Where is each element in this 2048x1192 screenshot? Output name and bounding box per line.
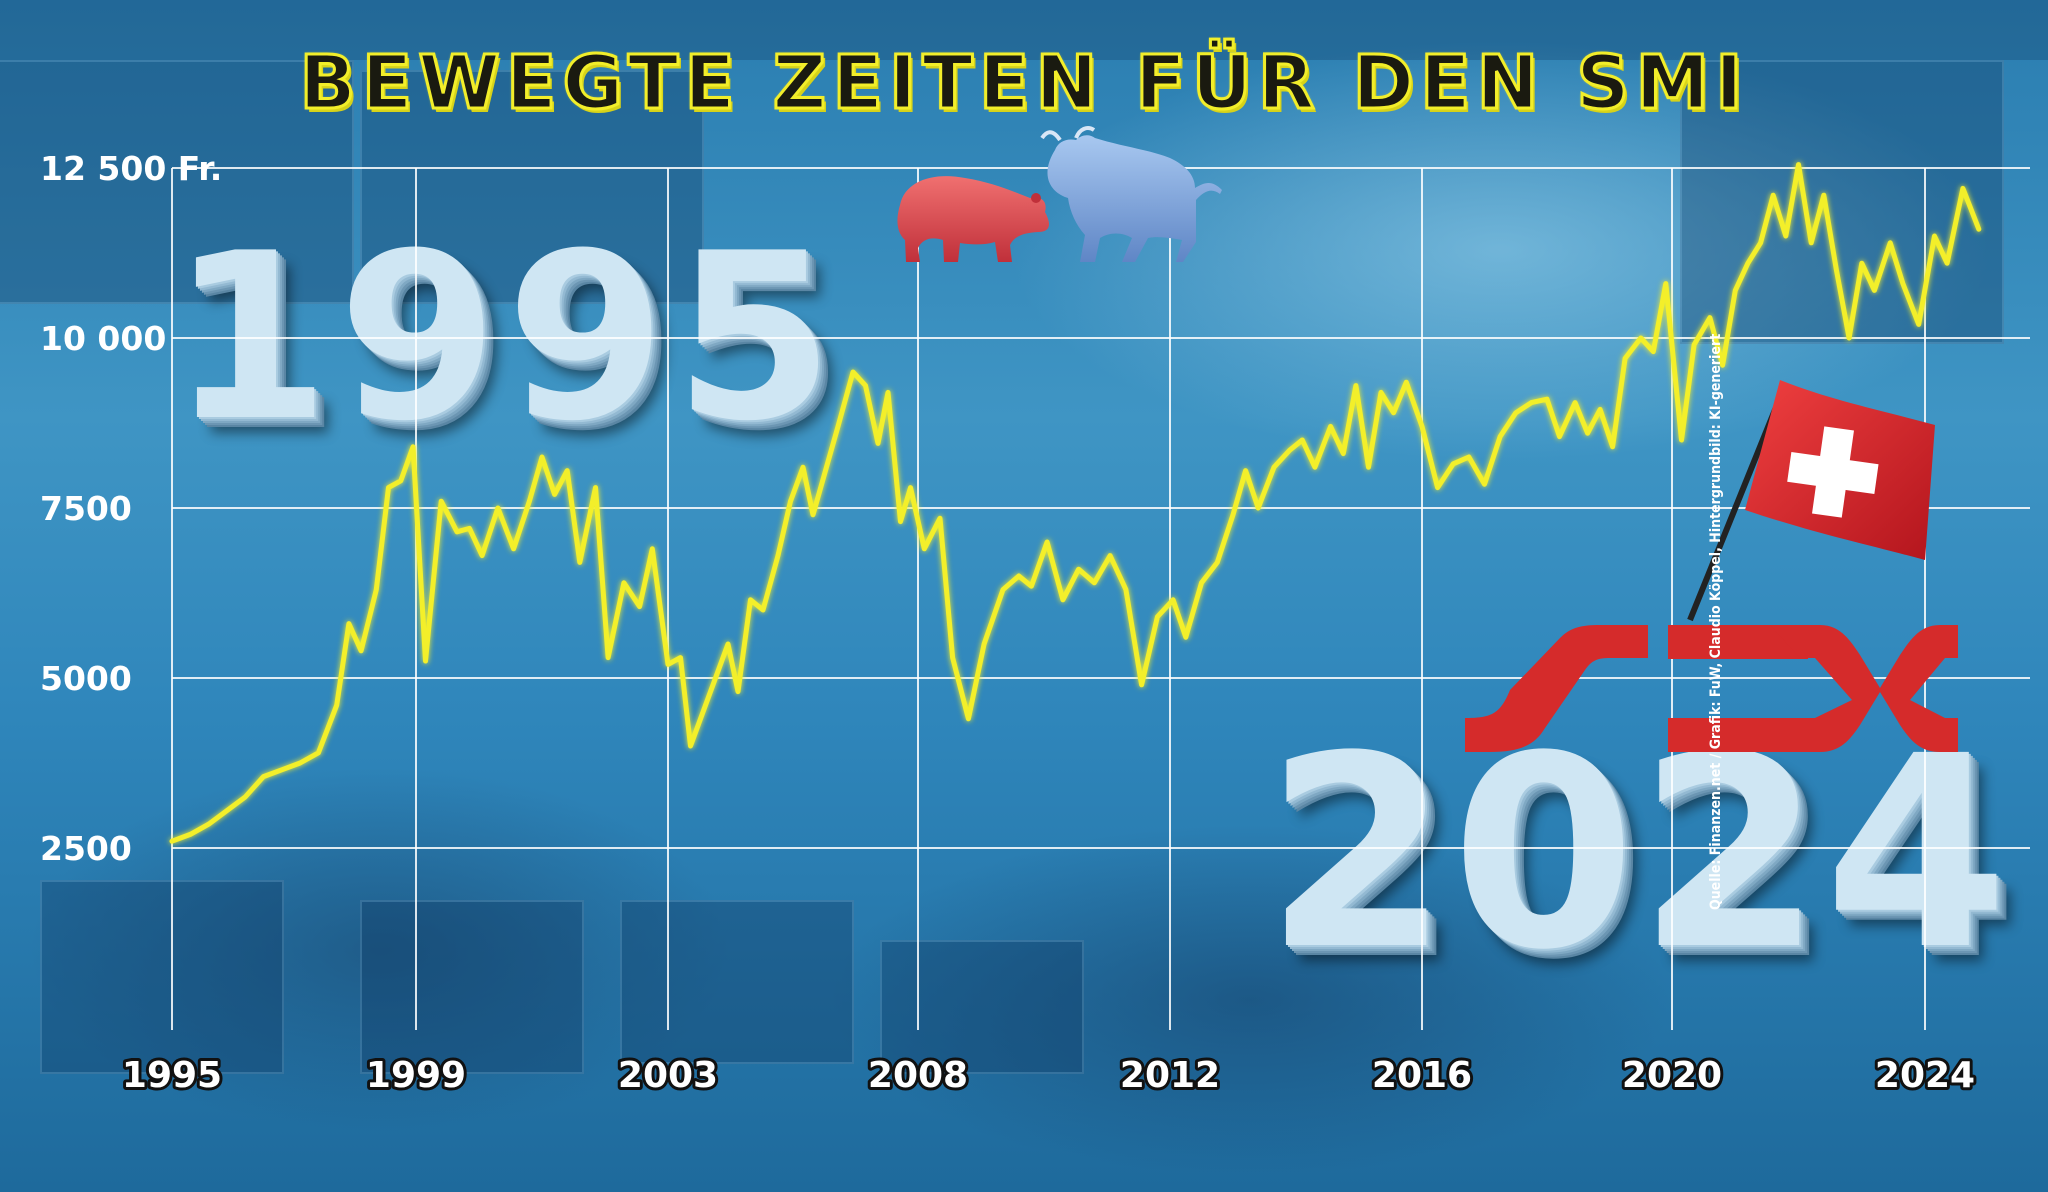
six-logo <box>1465 625 1958 752</box>
y-tick-label: 2500 <box>40 829 132 868</box>
background-monitor <box>360 900 584 1074</box>
x-tick-label: 1995 <box>122 1055 222 1096</box>
y-tick-label: 12 500 Fr. <box>40 149 222 188</box>
x-axis: 1995 1999 2003 2008 2012 2016 2020 2024 <box>119 1052 1978 1099</box>
y-tick-label: 5000 <box>40 659 132 698</box>
y-tick-label: 10 000 <box>40 319 166 358</box>
background-monitor <box>880 940 1084 1074</box>
x-tick-label: 2024 <box>1875 1055 1975 1096</box>
x-tick-label: 2008 <box>868 1055 968 1096</box>
source-note: Quelle: Finanzen.net / Grafik: FuW, Clau… <box>1708 333 1724 910</box>
chart-title: BEWEGTE ZEITEN FÜR DEN SMI <box>298 39 1749 128</box>
swiss-flag-icon <box>1687 380 1935 622</box>
background-monitor <box>40 880 284 1074</box>
x-tick-label: 1999 <box>366 1055 466 1096</box>
x-tick-label: 2016 <box>1372 1055 1472 1096</box>
series-line <box>169 162 1982 844</box>
x-tick-label: 2012 <box>1120 1055 1220 1096</box>
bear-icon <box>897 176 1050 262</box>
y-tick-label: 7500 <box>40 489 132 528</box>
background-monitor <box>0 60 354 304</box>
grid <box>171 167 2030 1030</box>
x-tick-label: 2020 <box>1622 1055 1722 1096</box>
background-band <box>0 0 2048 60</box>
big-year-end: 2024 <box>1265 700 2011 1008</box>
y-axis: 2500 5000 7500 10 000 12 500 Fr. <box>40 149 222 868</box>
background-monitor <box>620 900 854 1064</box>
bull-icon <box>1040 126 1222 262</box>
x-tick-label: 2003 <box>618 1055 718 1096</box>
background-monitor <box>360 70 704 304</box>
